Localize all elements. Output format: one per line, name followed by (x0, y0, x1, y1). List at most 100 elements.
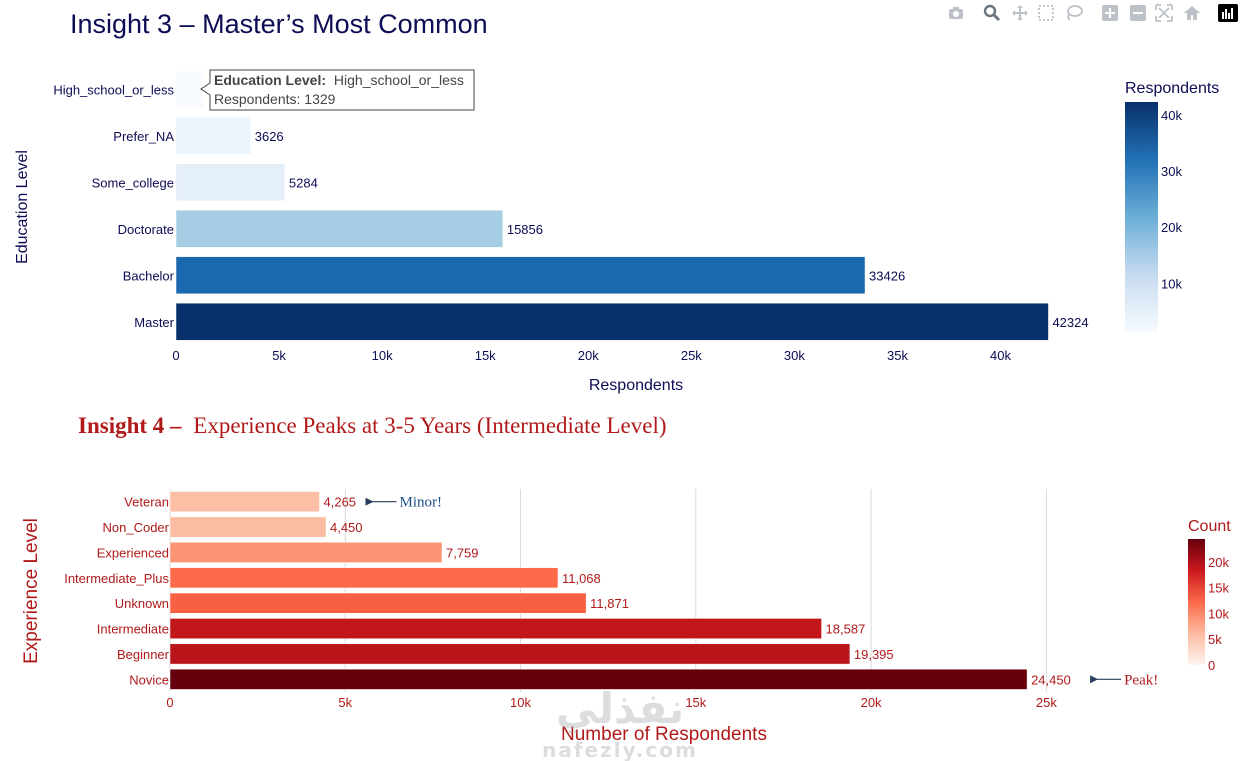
experience-bar[interactable] (169, 643, 851, 665)
watermark-latin: nafezly.com (542, 738, 698, 761)
experience-value-label: 19,395 (854, 647, 894, 662)
education-category-label: Prefer_NA (113, 129, 174, 144)
annotation-text: Peak! (1124, 672, 1158, 688)
education-bar[interactable] (175, 302, 1049, 341)
experience-value-label: 4,450 (330, 520, 363, 535)
education-category-label: Master (134, 315, 174, 330)
chart-1-x-tick: 15k (475, 348, 496, 363)
zoom-out-icon[interactable] (1128, 4, 1148, 22)
zoom-icon[interactable] (982, 4, 1002, 22)
plotly-logo-icon[interactable] (1218, 4, 1238, 22)
chart-1-x-tick: 10k (372, 348, 393, 363)
chart-2-xlabel: Number of Respondents (561, 724, 767, 745)
chart-2-colorbar-tick: 5k (1208, 632, 1222, 647)
education-category-label: High_school_or_less (53, 82, 174, 97)
hover-category-label: Education Level: (214, 72, 326, 88)
education-value-label: 33426 (869, 268, 905, 283)
chart-1-colorbar-gradient (1125, 102, 1158, 332)
chart-2-colorbar-tick: 10k (1208, 606, 1229, 621)
education-bar[interactable] (175, 256, 866, 295)
chart-1-x-tick: 40k (990, 348, 1011, 363)
experience-category-label: Intermediate_Plus (64, 571, 169, 586)
education-bar[interactable] (175, 116, 251, 155)
education-bar[interactable] (175, 209, 504, 248)
chart-1-colorbar-title: Respondents (1125, 80, 1219, 97)
chart-1-x-tick: 20k (578, 348, 599, 363)
experience-value-label: 11,068 (562, 571, 601, 586)
chart-2-colorbar-gradient (1188, 539, 1205, 665)
chart-1-ylabel: Education Level (14, 150, 31, 264)
education-value-label: 15856 (507, 222, 543, 237)
chart-2-x-tick: 10k (510, 695, 531, 710)
chart-1-x-tick: 35k (887, 348, 908, 363)
experience-bar[interactable] (169, 618, 822, 639)
education-category-label: Doctorate (118, 222, 174, 237)
experience-category-label: Beginner (117, 647, 170, 662)
education-category-label: Bachelor (123, 268, 175, 283)
chart-1: Insight 3 – Master’s Most Common 3626 528… (14, 9, 1219, 394)
education-value-label: 3626 (255, 129, 284, 144)
chart-2-colorbar-tick: 0 (1208, 658, 1215, 673)
chart-1-colorbar-tick: 10k (1161, 276, 1182, 291)
chart-2-x-tick: 15k (685, 695, 706, 710)
experience-value-label: 7,759 (446, 545, 479, 560)
autoscale-icon[interactable] (1154, 4, 1174, 22)
reset-axes-icon[interactable] (1182, 4, 1202, 22)
education-bar[interactable] (175, 163, 286, 202)
chart-1-x-tick: 0 (172, 348, 179, 363)
zoom-in-icon[interactable] (1100, 4, 1120, 22)
lasso-select-icon[interactable] (1064, 4, 1084, 22)
education-category-label: Some_college (92, 175, 174, 190)
chart-1-x-tick: 30k (784, 348, 805, 363)
camera-icon[interactable] (946, 4, 966, 22)
education-value-label: 42324 (1052, 315, 1088, 330)
education-value-label: 5284 (289, 175, 318, 190)
chart-2-colorbar-tick: 15k (1208, 581, 1229, 596)
experience-value-label: 18,587 (826, 622, 866, 637)
box-select-icon[interactable] (1036, 4, 1056, 22)
experience-bar[interactable] (169, 668, 1028, 690)
chart-2-x-tick: 5k (338, 695, 352, 710)
experience-bar[interactable] (169, 592, 587, 614)
chart-1-x-tick: 5k (272, 348, 286, 363)
experience-category-label: Non_Coder (103, 520, 170, 535)
chart-2-x-tick: 20k (861, 695, 882, 710)
chart-2-colorbar-title: Count (1188, 518, 1231, 535)
experience-value-label: 11,871 (590, 596, 629, 611)
experience-category-label: Intermediate (97, 622, 169, 637)
hover-tooltip: Education Level: High_school_or_less Res… (200, 69, 475, 111)
experience-bar[interactable] (169, 542, 443, 563)
experience-bar[interactable] (169, 516, 327, 538)
hover-category-value: High_school_or_less (334, 72, 464, 88)
experience-category-label: Veteran (124, 495, 169, 510)
chart-1-x-tick: 25k (681, 348, 702, 363)
experience-category-label: Unknown (115, 596, 169, 611)
experience-bar[interactable] (169, 491, 320, 513)
chart-2-title-rest: Experience Peaks at 3-5 Years (Intermedi… (193, 413, 666, 438)
watermark-arabic: نفذلي (556, 684, 685, 734)
chart-2-title-bold: Insight 4 – (78, 413, 182, 438)
chart-1-colorbar-tick: 30k (1161, 164, 1182, 179)
experience-value-label: 4,265 (324, 495, 357, 510)
chart-2: Insight 4 – Experience Peaks at 3-5 Year… (21, 413, 1231, 745)
watermark: نفذلي nafezly.com (542, 684, 698, 761)
chart-1-title: Insight 3 – Master’s Most Common (70, 9, 488, 39)
experience-category-label: Novice (129, 672, 169, 687)
chart-2-ylabel: Experience Level (21, 518, 42, 664)
pan-icon[interactable] (1010, 4, 1030, 22)
chart-2-colorbar: Count 0 5k 10k 15k 20k (1188, 518, 1231, 673)
chart-1-xlabel: Respondents (589, 377, 683, 394)
chart-2-x-tick: 25k (1036, 695, 1057, 710)
modebar (946, 4, 1246, 22)
education-bar[interactable] (175, 70, 204, 109)
chart-2-x-tick: 0 (166, 695, 173, 710)
chart-2-title: Insight 4 – Experience Peaks at 3-5 Year… (78, 413, 667, 438)
annotation-text: Minor! (400, 495, 443, 511)
chart-1-colorbar-tick: 20k (1161, 220, 1182, 235)
svg-text:Education Level: High_: Education Level: High_school_or_less (214, 72, 464, 88)
experience-bar[interactable] (169, 567, 559, 589)
experience-category-label: Experienced (97, 545, 169, 560)
chart-1-colorbar: Respondents 10k 20k 30k 40k (1125, 80, 1219, 332)
chart-2-colorbar-tick: 20k (1208, 555, 1229, 570)
